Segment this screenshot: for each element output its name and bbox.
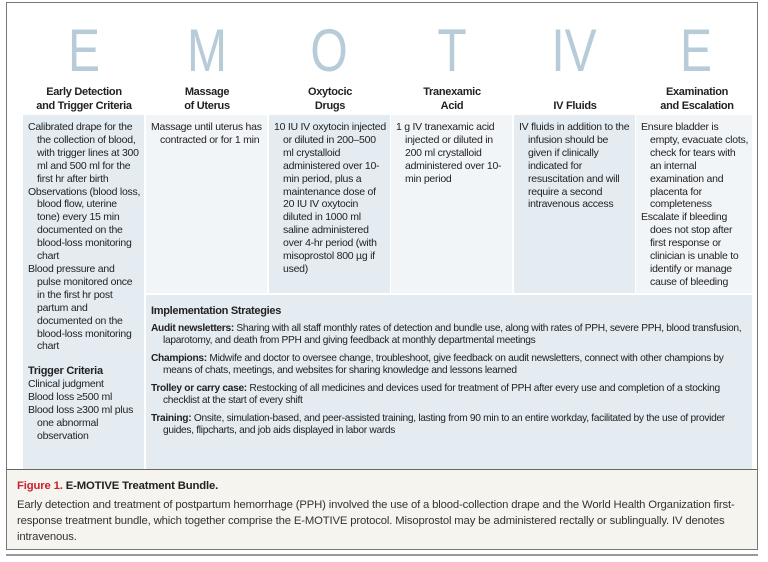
acronym-letter: T [437, 17, 467, 84]
strategy-label: Audit newsletters: [151, 322, 234, 334]
column-body: Massage until uterus has contracted or f… [146, 115, 267, 293]
caption-text: Early detection and treatment of postpar… [17, 499, 735, 543]
column-header-line: Examination [665, 86, 729, 98]
column-header-line: Acid [440, 100, 464, 112]
column-header: Oxytocic Drugs [269, 83, 391, 113]
column-body: 1 g IV tranexamic acid injected or dilut… [391, 115, 512, 293]
list-item: Calibrated drape for the the collection … [28, 121, 139, 185]
column-header-line: of Uterus [184, 100, 230, 112]
implementation-title: Implementation Strategies [151, 305, 282, 317]
figure-title: E-MOTIVE Treatment Bundle. [65, 480, 219, 492]
column-header-line: Massage [184, 86, 230, 98]
figure-caption: Figure 1. E-MOTIVE Treatment Bundle. Ear… [7, 469, 757, 549]
list-item: Blood loss ≥500 ml [28, 391, 113, 404]
column-body: IV fluids in addition to the infusion sh… [514, 115, 635, 293]
strategy-text: Onsite, simulation-based, and peer-assis… [163, 412, 725, 437]
strategy-item: Audit newsletters: Sharing with all staf… [151, 323, 746, 348]
column-header-line: Drugs [314, 100, 346, 112]
acronym-letter: IV [551, 17, 597, 84]
divider [6, 554, 758, 556]
strategy-item: Champions: Midwife and doctor to oversee… [151, 353, 746, 378]
strategy-text: Restocking of all medicines and devices … [163, 382, 720, 407]
column-header-line: IV Fluids [553, 100, 597, 112]
list-item: Ensure bladder is empty, evacuate clots,… [641, 121, 749, 211]
column-header: Examination and Escalation [636, 83, 758, 113]
strategy-label: Training: [151, 412, 192, 424]
acronym-letters: E M O T IV E [23, 21, 753, 81]
column-header: Massage of Uterus [146, 83, 268, 113]
list-item: Blood loss ≥300 ml plus one abnormal obs… [28, 404, 134, 442]
strategy-text: Sharing with all staff monthly rates of … [163, 322, 742, 347]
list-item: Observations (blood loss, blood flow, ut… [28, 185, 141, 263]
column-header-line: and Trigger Criteria [36, 100, 132, 112]
column-body: 10 IU IV oxytocin injected or diluted in… [269, 115, 390, 293]
column-body: Calibrated drape for the the collection … [23, 115, 144, 469]
strategy-item: Trolley or carry case: Restocking of all… [151, 383, 746, 408]
list-item: 1 g IV tranexamic acid injected or dilut… [396, 121, 502, 185]
list-item: Escalate if bleeding does not stop after… [641, 211, 739, 288]
figure-frame: E M O T IV E Early Detection and Trigger … [6, 2, 758, 550]
acronym-letter: O [310, 17, 348, 84]
column-body: Ensure bladder is empty, evacuate clots,… [636, 115, 752, 293]
column-header-line: and Escalation [660, 100, 734, 112]
column-header: Tranexamic Acid [391, 83, 513, 113]
list-item: Massage until uterus has contracted or f… [151, 121, 262, 146]
strategy-label: Champions: [151, 352, 207, 364]
strategy-label: Trolley or carry case: [151, 382, 247, 394]
implementation-strategies: Implementation Strategies Audit newslett… [146, 295, 752, 469]
column-header-line: Early Detection [46, 86, 122, 98]
column-header: Early Detection and Trigger Criteria [23, 83, 145, 113]
column-header: IV Fluids [514, 83, 636, 113]
list-item: Clinical judgment [28, 378, 104, 391]
column-header-line: Oxytocic [307, 86, 353, 98]
acronym-letter: E [67, 17, 101, 84]
strategy-item: Training: Onsite, simulation-based, and … [151, 413, 746, 438]
strategy-text: Midwife and doctor to oversee change, tr… [163, 352, 724, 377]
acronym-letter: M [187, 17, 227, 84]
list-item: Blood pressure and pulse monitored once … [28, 262, 133, 353]
column-header-line: Tranexamic [423, 86, 481, 98]
acronym-letter: E [679, 17, 713, 84]
figure-label: Figure 1. [17, 480, 63, 492]
list-item: IV fluids in addition to the infusion sh… [519, 121, 630, 211]
trigger-criteria-heading: Trigger Criteria [28, 365, 103, 378]
list-item: 10 IU IV oxytocin injected or diluted in… [274, 121, 386, 275]
